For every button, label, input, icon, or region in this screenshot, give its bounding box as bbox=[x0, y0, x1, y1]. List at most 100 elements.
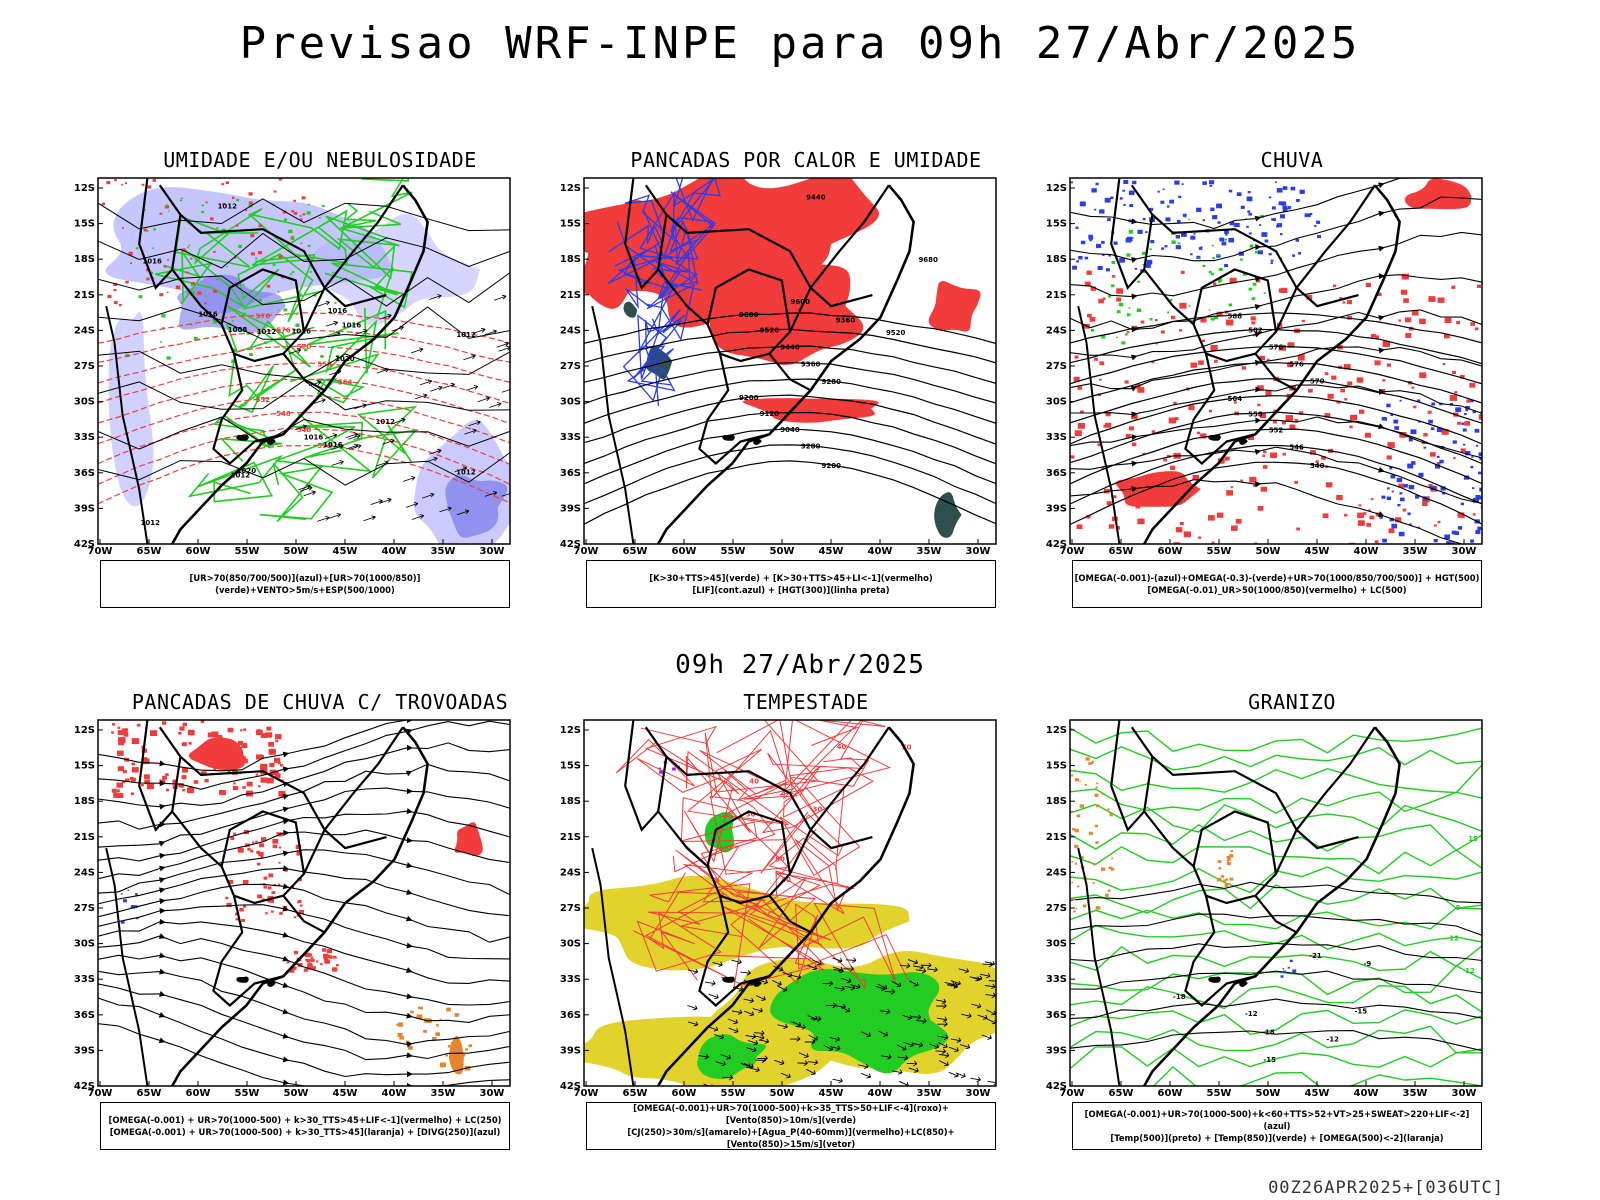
shaded-cell bbox=[1142, 452, 1146, 456]
shaded-cell bbox=[1327, 393, 1334, 399]
wind-vector bbox=[912, 1042, 924, 1048]
shaded-cell bbox=[188, 742, 192, 745]
wind-vector bbox=[881, 1054, 892, 1060]
flow-arrow bbox=[1255, 244, 1262, 251]
map-frame bbox=[1069, 719, 1483, 1087]
shaded-cell bbox=[1168, 417, 1176, 424]
shaded-cell bbox=[165, 773, 169, 776]
map: 4050403050403012S15S18S21S24S27S30S33S36… bbox=[560, 719, 997, 1099]
shaded-cell bbox=[1390, 413, 1394, 416]
country-border bbox=[158, 726, 387, 850]
contour-label: 9120 bbox=[760, 410, 780, 418]
shaded-cell bbox=[1126, 331, 1130, 334]
shaded-cell bbox=[1285, 415, 1293, 422]
water-contour bbox=[721, 870, 832, 949]
shaded-area bbox=[722, 976, 735, 983]
shaded-cell bbox=[1088, 831, 1093, 835]
lat-tick-label: 21S bbox=[1046, 832, 1067, 843]
contour-label: 1016 bbox=[142, 257, 162, 265]
shaded-cell bbox=[1470, 399, 1474, 403]
shaded-cell bbox=[1218, 278, 1223, 282]
flow-arrow bbox=[159, 898, 166, 905]
shaded-cell bbox=[1287, 206, 1292, 210]
shaded-cell bbox=[1096, 782, 1099, 785]
wind-vector bbox=[812, 959, 822, 966]
flow-arrow bbox=[282, 883, 290, 890]
temp850-contour bbox=[1070, 746, 1482, 771]
shaded-cell bbox=[1126, 253, 1131, 257]
lat-tick-label: 36S bbox=[74, 468, 95, 479]
shaded-cell bbox=[1190, 362, 1197, 368]
shaded-cell bbox=[1218, 267, 1223, 271]
wind-vector bbox=[958, 968, 970, 974]
shaded-cell bbox=[1430, 485, 1436, 491]
shaded-cell bbox=[1074, 430, 1082, 436]
wind-vector bbox=[363, 515, 376, 522]
shaded-cell bbox=[1131, 442, 1137, 447]
flow-arrow bbox=[406, 744, 413, 751]
shaded-area bbox=[1208, 434, 1221, 441]
shaded-cell bbox=[1257, 403, 1261, 407]
shaded-cell bbox=[144, 779, 150, 785]
contour-label: 1016 bbox=[291, 327, 311, 335]
shaded-cell bbox=[188, 244, 191, 247]
water-contour bbox=[753, 828, 855, 915]
shaded-cell bbox=[1387, 442, 1395, 448]
flow-arrow bbox=[1255, 386, 1262, 393]
shaded-cell bbox=[275, 740, 279, 743]
wind-vector bbox=[309, 380, 322, 387]
humidity-contour bbox=[324, 262, 413, 318]
wind-vector bbox=[936, 1003, 947, 1009]
contour-line bbox=[98, 444, 510, 505]
wind-vector bbox=[345, 443, 359, 450]
country-border bbox=[644, 184, 873, 308]
wind-vector bbox=[755, 1057, 767, 1064]
shaded-cell bbox=[213, 768, 216, 771]
shaded-cell bbox=[274, 773, 281, 779]
shaded-cell bbox=[197, 291, 202, 295]
shaded-cell bbox=[260, 763, 268, 770]
lat-tick-label: 18S bbox=[74, 796, 95, 807]
shaded-cell bbox=[1219, 237, 1225, 242]
shaded-cell bbox=[1076, 524, 1083, 529]
shaded-cell bbox=[1422, 501, 1428, 506]
contour-label: 576 bbox=[1269, 343, 1284, 351]
main-title: Previsao WRF-INPE para 09h 27/Abr/2025 bbox=[239, 18, 1361, 69]
country-border bbox=[698, 353, 770, 465]
shaded-cell bbox=[301, 196, 306, 200]
shaded-cell bbox=[181, 775, 187, 780]
shaded-cell bbox=[1140, 320, 1145, 324]
shaded-cell bbox=[226, 265, 229, 268]
lif-contour bbox=[637, 282, 696, 354]
isobar bbox=[98, 198, 510, 232]
shaded-cell bbox=[1264, 239, 1269, 243]
wind-vector bbox=[910, 1014, 922, 1020]
shaded-cell bbox=[1077, 885, 1080, 888]
contour-label: 576 bbox=[276, 327, 291, 335]
shaded-cell bbox=[1439, 459, 1444, 464]
shaded-area bbox=[928, 281, 981, 332]
shaded-cell bbox=[1457, 421, 1461, 425]
shaded-cell bbox=[1177, 219, 1181, 223]
shaded-cell bbox=[1259, 224, 1262, 226]
shaded-cell bbox=[113, 282, 118, 286]
wind-vector bbox=[955, 1072, 966, 1078]
contour-label: 558 bbox=[317, 361, 332, 369]
shaded-cell bbox=[1411, 310, 1419, 316]
shaded-cell bbox=[1346, 300, 1352, 305]
shaded-cell bbox=[273, 757, 281, 763]
shaded-cell bbox=[1188, 405, 1195, 411]
shaded-cell bbox=[272, 839, 279, 844]
shaded-cell bbox=[1408, 485, 1414, 489]
flow-arrow bbox=[1130, 354, 1138, 361]
contour-label: 576 bbox=[255, 313, 270, 321]
shaded-cell bbox=[1478, 414, 1482, 420]
wind-vector bbox=[961, 1013, 972, 1019]
shaded-area bbox=[108, 312, 154, 507]
shaded-cell bbox=[1251, 297, 1256, 301]
legend-line: [K>30+TTS>45](verde) + [K>30+TTS>45+LI<-… bbox=[649, 573, 933, 583]
map-frame bbox=[583, 177, 997, 545]
wind-vector bbox=[807, 964, 818, 971]
contour-label: -12 bbox=[1326, 1036, 1339, 1044]
shaded-cell bbox=[1228, 883, 1231, 885]
